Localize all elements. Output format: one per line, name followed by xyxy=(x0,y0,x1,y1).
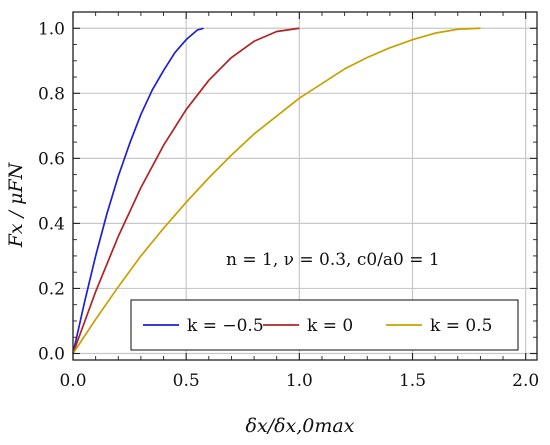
x-axis-label: δx/δx,0max xyxy=(246,415,355,437)
y-tick-label: 0.0 xyxy=(38,344,65,364)
x-tick-label: 2.0 xyxy=(512,371,539,391)
legend-box xyxy=(130,299,519,351)
grid xyxy=(72,12,537,360)
legend-label-2: k = 0.5 xyxy=(430,316,492,336)
y-tick-label: 0.4 xyxy=(38,214,65,234)
y-axis-label-text: Fx / μFN xyxy=(5,161,27,248)
series-line-1 xyxy=(72,27,300,354)
plot-frame xyxy=(72,11,538,361)
y-tick-label: 0.8 xyxy=(38,84,65,104)
axis-ticks xyxy=(72,12,537,360)
annotation: n = 1, ν = 0.3, c0/a0 = 1 xyxy=(226,250,440,270)
x-tick-label: 0.5 xyxy=(173,371,200,391)
series-lines xyxy=(72,27,481,354)
y-tick-label: 1.0 xyxy=(38,19,65,39)
legend: k = −0.5 k = 0 k = 0.5 xyxy=(130,299,519,351)
x-tick-label: 0.0 xyxy=(59,371,86,391)
x-axis-label-text: δx/δx,0max xyxy=(246,415,355,437)
x-tick-label: 1.0 xyxy=(286,371,313,391)
y-tick-label: 0.6 xyxy=(38,149,65,169)
legend-label-0: k = −0.5 xyxy=(187,316,264,336)
series-line-2 xyxy=(72,27,481,354)
series-line-0 xyxy=(72,27,204,354)
legend-label-1: k = 0 xyxy=(307,316,353,336)
y-tick-label: 0.2 xyxy=(38,279,65,299)
tick-labels: 0.0 0.5 1.0 1.5 2.0 0.0 0.2 0.4 0.6 0.8 1.0 xyxy=(38,19,539,391)
x-tick-label: 1.5 xyxy=(399,371,426,391)
y-axis-label: Fx / μFN xyxy=(5,161,27,248)
